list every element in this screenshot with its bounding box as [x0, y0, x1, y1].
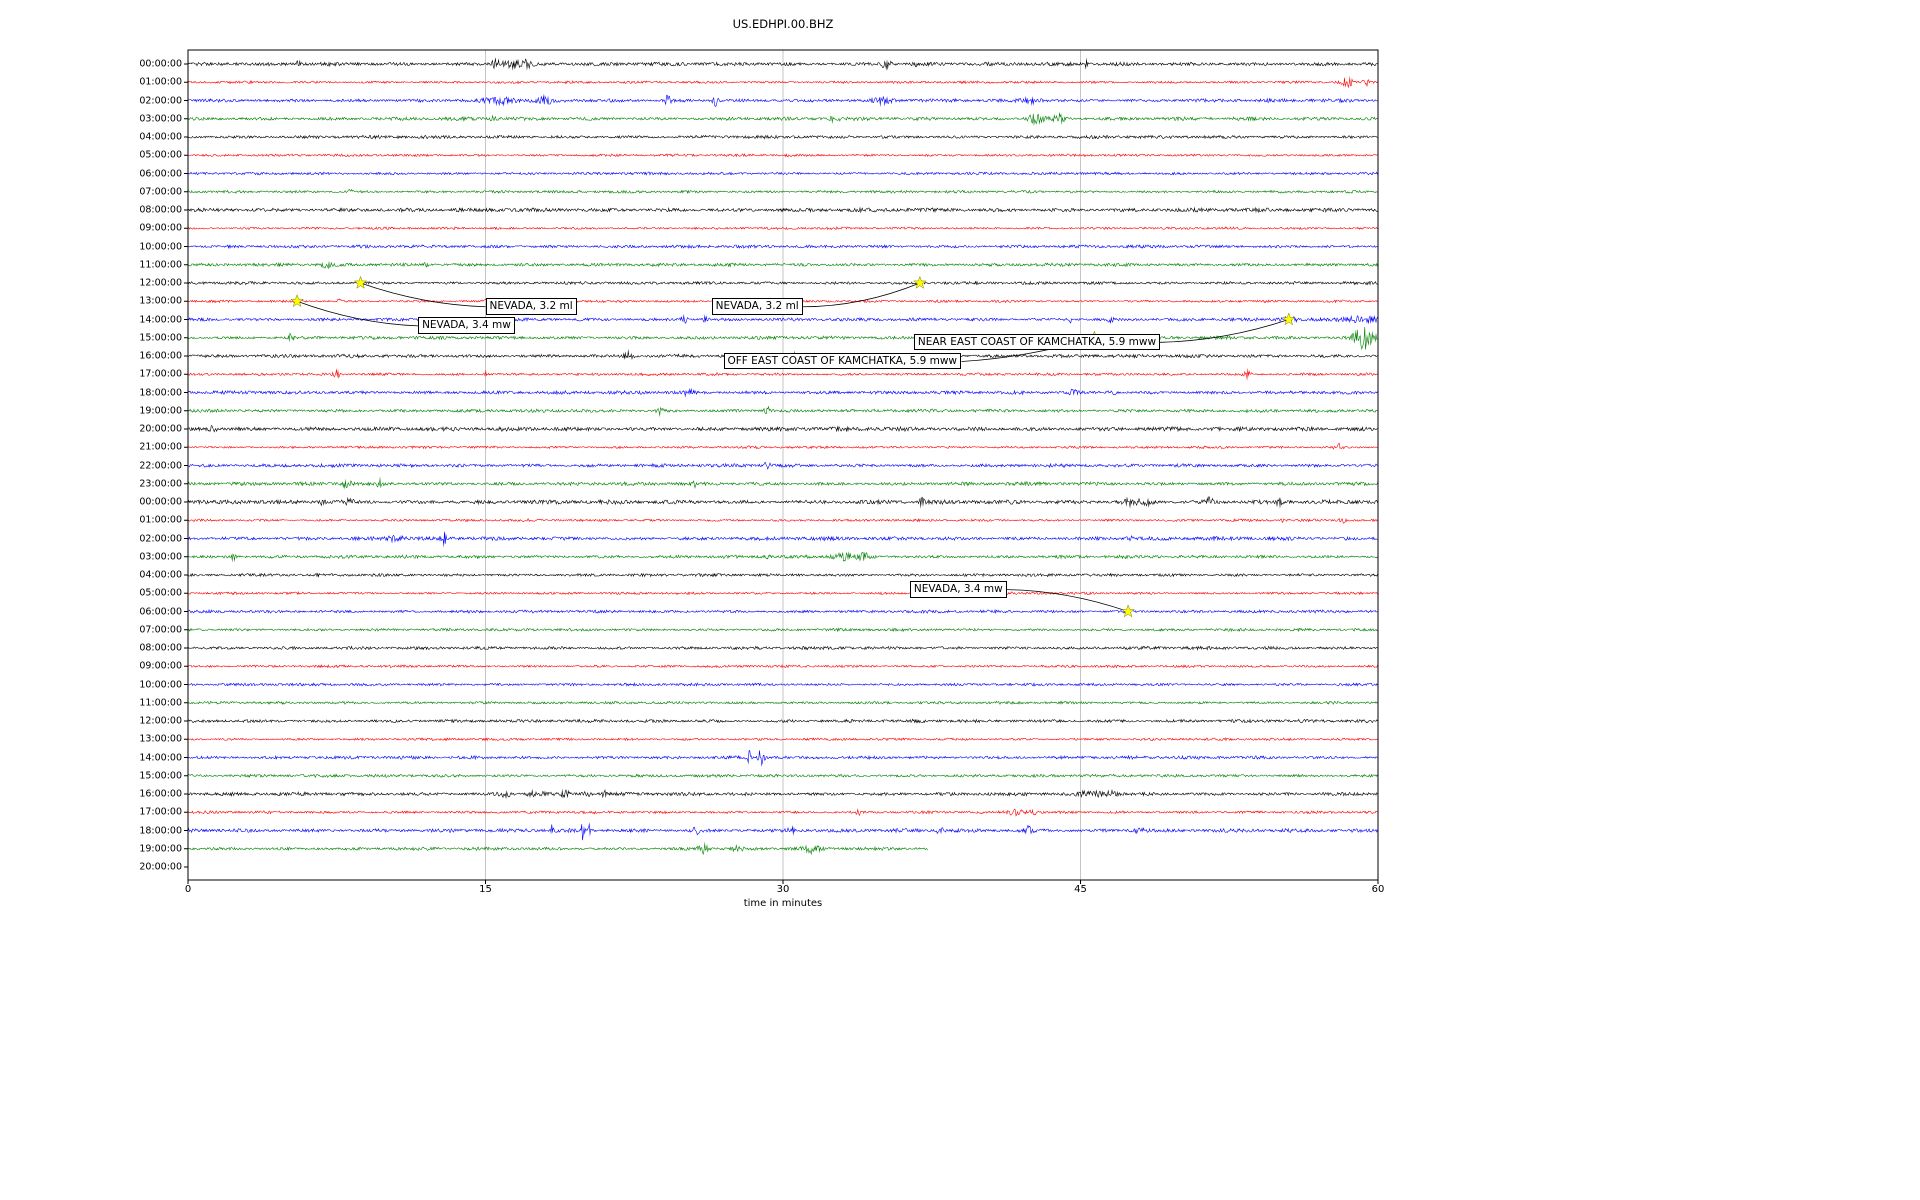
plot-title: US.EDHPI.00.BHZ	[732, 17, 834, 31]
x-axis-label: time in minutes	[743, 898, 823, 909]
